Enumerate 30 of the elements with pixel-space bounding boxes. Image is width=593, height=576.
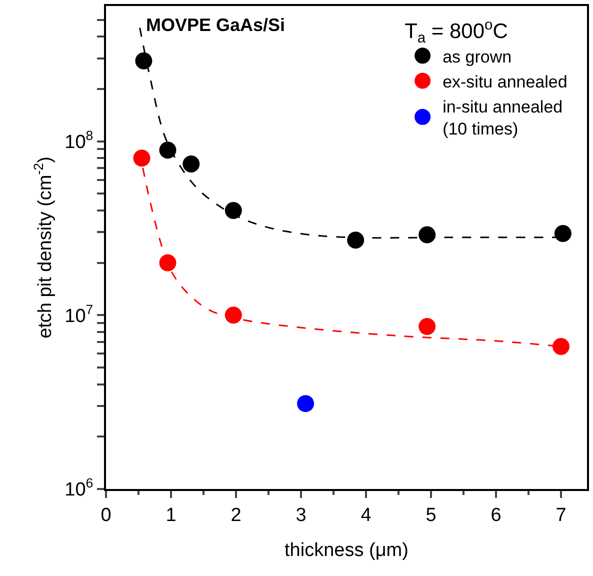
point [133,150,150,167]
point [297,395,314,412]
point [418,318,436,336]
point [347,232,364,249]
point [159,142,176,159]
x-tick-label: 7 [556,504,566,526]
point [182,156,200,173]
y-tick-label: 10$^{7}$ [64,302,94,327]
point [552,338,570,356]
y-tick-label: 10$^{6}$ [64,476,94,501]
x-tick-label: 1 [166,504,176,526]
point [418,226,436,244]
x-tick-label: 2 [230,504,242,526]
point [135,52,152,70]
x-tick-label: 4 [360,504,372,526]
x-tick-label: 0 [100,504,112,526]
y-tick-label: 10$^{8}$ [64,128,94,153]
point [554,224,572,242]
point [159,254,176,272]
point [224,306,242,324]
x-tick-label: 3 [296,504,306,526]
annotation: MOVPE GaAs/Si [146,15,286,35]
point [224,202,242,219]
x-axis-title: thickness (μm) [284,540,408,562]
legend-label: in-situ annealed (10 times) [442,98,563,139]
legend-title: T$_{a}$ = 800$^{o}$C [404,17,508,47]
x-tick-label: 5 [426,504,436,526]
x-tick-label: 6 [490,504,502,526]
legend-label: ex-situ annealed [442,72,568,92]
legend-label: as grown [442,47,512,66]
